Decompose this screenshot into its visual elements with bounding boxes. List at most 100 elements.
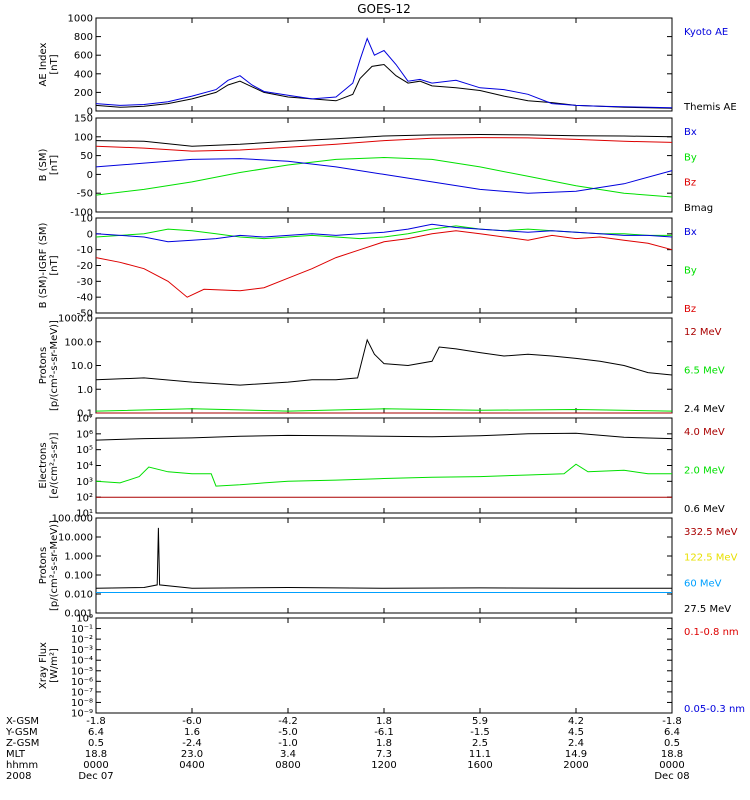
ephemeris-value: 0000: [83, 760, 108, 771]
panel-frame-protons2: [95, 517, 673, 614]
y-tick-label-electrons: 10⁵: [76, 445, 93, 456]
panel-frame-electrons: [95, 417, 673, 514]
y-tick-label-bsm: -50: [77, 189, 93, 200]
ephemeris-value: -6.0: [182, 716, 202, 727]
y-tick-label-protons2: 0.100: [64, 571, 93, 582]
chart-title: GOES-12: [357, 2, 411, 16]
legend-label-ae: Kyoto AE: [684, 27, 728, 38]
y-axis-label-xray: Xray Flux: [38, 642, 49, 689]
ephemeris-value: 1.8: [376, 738, 392, 749]
y-tick-label-ae: 200: [74, 88, 93, 99]
legend-label-bsm: Bmag: [684, 203, 713, 214]
y-axis-label-electrons: [e/(cm²-s-sr)]: [49, 432, 60, 498]
panel-frame-bsm: [95, 117, 673, 213]
y-tick-label-electrons: 10¹: [76, 509, 93, 520]
y-tick-label-protons1: 1000.0: [58, 314, 93, 325]
y-tick-label-protons2: 100.000: [52, 514, 93, 525]
y-tick-label-protons2: 0.010: [64, 590, 93, 601]
y-tick-label-xray: 10⁻⁸: [71, 698, 93, 709]
ephemeris-value: 1.8: [376, 716, 392, 727]
series-line-bsmigrf-2: [95, 223, 673, 243]
y-tick-label-xray: 10⁰: [76, 614, 93, 625]
legend-label-protons1: 2.4 MeV: [684, 404, 725, 415]
y-tick-label-ae: 600: [74, 51, 93, 62]
legend-label-protons1: 12 MeV: [684, 327, 722, 338]
y-axis-label-protons1: Protons: [38, 347, 49, 384]
ephemeris-value: 6.4: [88, 727, 104, 738]
y-tick-label-protons2: 0.001: [64, 609, 93, 620]
y-tick-label-bsmigrf: 10: [80, 214, 93, 225]
y-tick-label-xray: 10⁻¹: [71, 624, 93, 635]
y-tick-label-bsm: -100: [70, 208, 93, 219]
ephemeris-value: 4.5: [568, 727, 584, 738]
y-tick-label-bsmigrf: -40: [77, 293, 93, 304]
y-tick-label-electrons: 10²: [76, 493, 93, 504]
y-tick-label-bsm: 100: [74, 132, 93, 143]
series-line-bsm-2: [95, 156, 673, 198]
y-axis-label-ae: AE Index: [38, 42, 49, 86]
y-axis-label-bsm: B (SM): [38, 148, 49, 181]
legend-label-electrons: 4.0 MeV: [684, 427, 725, 438]
ephemeris-value: -4.2: [278, 716, 298, 727]
y-tick-label-bsmigrf: -50: [77, 309, 93, 320]
legend-label-protons2: 332.5 MeV: [684, 527, 738, 538]
legend-label-protons1: 6.5 MeV: [684, 366, 725, 377]
y-axis-label-bsmigrf: [nT]: [49, 255, 60, 275]
ephemeris-value: -1.5: [470, 727, 490, 738]
ephemeris-value: -1.8: [86, 716, 106, 727]
legend-label-protons2: 122.5 MeV: [684, 553, 738, 564]
y-tick-label-xray: 10⁻⁵: [71, 666, 93, 677]
y-tick-label-electrons: 10⁴: [76, 461, 93, 472]
y-tick-label-protons1: 0.1: [77, 409, 93, 420]
ephemeris-row-label: hhmm: [6, 760, 38, 771]
series-line-protons1-0: [95, 338, 673, 386]
y-axis-label-electrons: Electrons: [38, 442, 49, 488]
legend-label-bsmigrf: Bx: [684, 227, 697, 238]
y-axis-label-xray: [W/m²]: [49, 648, 60, 683]
legend-label-protons2: 60 MeV: [684, 578, 722, 589]
series-line-protons2-0: [95, 527, 672, 589]
y-tick-label-electrons: 10³: [76, 477, 93, 488]
y-tick-label-ae: 400: [74, 69, 93, 80]
panel-frame-xray: [95, 617, 673, 714]
series-line-electrons-1: [95, 463, 672, 487]
y-tick-label-ae: 800: [74, 32, 93, 43]
series-line-bsm-1: [95, 137, 673, 152]
ephemeris-value: Dec 07: [78, 771, 113, 782]
series-line-bsmigrf-0: [95, 230, 673, 298]
ephemeris-value: 2000: [563, 760, 588, 771]
y-tick-label-electrons: 10⁶: [76, 429, 93, 440]
y-axis-label-ae: [nT]: [49, 54, 60, 74]
y-tick-label-ae: 1000: [68, 14, 93, 25]
legend-label-bsm: By: [684, 152, 697, 163]
y-tick-label-bsm: 50: [80, 151, 93, 162]
ephemeris-value: 0.5: [664, 738, 680, 749]
ephemeris-value: 6.4: [664, 727, 680, 738]
y-tick-label-protons2: 1.000: [64, 552, 93, 563]
y-tick-label-electrons: 10⁷: [76, 414, 93, 425]
legend-label-electrons: 0.6 MeV: [684, 504, 725, 515]
y-tick-label-xray: 10⁻⁹: [71, 709, 93, 720]
y-tick-label-protons2: 10.000: [58, 533, 93, 544]
legend-label-bsm: Bz: [684, 178, 696, 189]
y-axis-label-protons2: Protons: [38, 547, 49, 584]
y-tick-label-xray: 10⁻⁴: [71, 656, 93, 667]
y-tick-label-bsmigrf: -20: [77, 261, 93, 272]
ephemeris-row-label: Y-GSM: [5, 727, 38, 738]
y-axis-label-protons2: [p/(cm²-s-sr-MeV)]: [49, 520, 60, 611]
legend-label-xray: 0.05-0.3 nm: [684, 704, 745, 715]
y-tick-label-bsmigrf: 0: [87, 229, 93, 240]
ephemeris-value: -2.4: [182, 738, 202, 749]
ephemeris-row-label: MLT: [6, 749, 26, 760]
ephemeris-value: 2.5: [472, 738, 488, 749]
ephemeris-value: Dec 08: [654, 771, 689, 782]
ephemeris-value: 3.4: [280, 749, 296, 760]
ephemeris-row-label: 2008: [6, 771, 31, 782]
y-tick-label-bsmigrf: -30: [77, 277, 93, 288]
ephemeris-value: 0.5: [88, 738, 104, 749]
legend-label-bsmigrf: Bz: [684, 304, 696, 315]
ephemeris-value: 1600: [467, 760, 492, 771]
panel-frame-protons1: [95, 317, 673, 414]
legend-label-ae: Themis AE: [683, 102, 737, 113]
y-tick-label-xray: 10⁻³: [71, 645, 93, 656]
